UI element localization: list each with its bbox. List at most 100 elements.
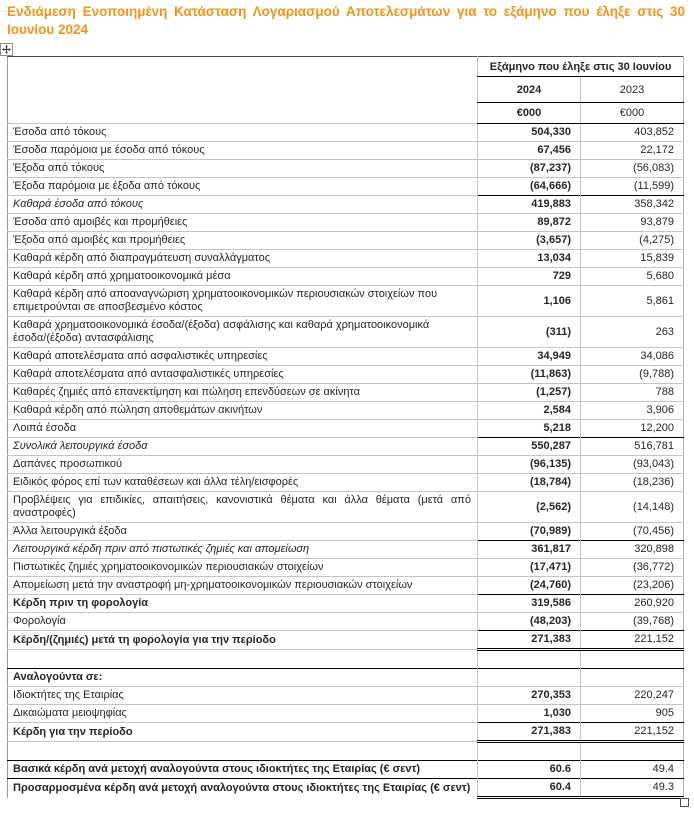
row-label [7,741,478,761]
value-2023: 320,898 [579,540,684,559]
table-row: Έξοδα από αμοιβές και προμήθειες (3,657)(… [7,231,684,250]
row-label: Προβλέψεις για επιδικίες, απαιτήσεις, κα… [7,491,478,523]
row-label: Πιστωτικές ζημιές χρηματοοικονομικών περ… [7,558,478,577]
spacer-row [7,741,684,761]
value-2023: (18,236) [579,473,684,492]
value-2024: (11,863) [477,365,581,384]
value-2024: 504,330 [477,123,581,142]
value-2024: 34,949 [477,347,581,366]
row-label: Αναλογούντα σε: [7,668,478,687]
move-icon [2,45,11,54]
table-move-handle[interactable] [0,43,13,56]
value-2023: (39,768) [579,612,684,631]
value-2024: 1,106 [477,285,581,317]
income-statement-table-container: Εξάμηνο που έληξε στις 30 Ιουνίου 2024 2… [0,43,689,807]
value-2024 [477,649,581,669]
table-row: Προβλέψεις για επιδικίες, απαιτήσεις, κα… [7,491,684,523]
table-row: Καθαρά έσοδα από τόκους 419,883 358,342 [7,195,684,214]
table-row: Άλλα λειτουργικά έξοδα (70,989) (70,456) [7,522,684,541]
value-2023 [579,668,684,687]
table-row: Κέρδη για την περίοδο 271,383 221,152 [7,722,684,743]
value-2024: (24,760) [477,576,581,595]
row-label: Έξοδα από αμοιβές και προμήθειες [7,231,478,250]
row-label: Καθαρά κέρδη από πώληση αποθεμάτων ακινή… [7,401,478,420]
value-2023: 49.3 [579,778,684,799]
value-2024 [477,668,581,687]
table-row: Λειτουργικά κέρδη πριν από πιστωτικές ζη… [7,540,684,559]
value-2023: (70,456) [579,522,684,541]
value-2023: 5,680 [579,267,684,286]
table-row: Έσοδα από αμοιβές και προμήθειες 89,872 93… [7,213,684,232]
table-row: Καθαρά κέρδη από πώληση αποθεμάτων ακινή… [7,401,684,420]
table-row: Κέρδη πριν τη φορολογία 319,586 260,920 [7,594,684,613]
table-row: Πιστωτικές ζημιές χρηματοοικονομικών περ… [7,558,684,577]
row-label: Ειδικός φόρος επί των καταθέσεων και άλλ… [7,473,478,492]
table-row: Έσοδα παρόμοια με έσοδα από τόκους 67,456… [7,141,684,160]
value-2024: 60.6 [477,760,581,779]
table-row: Έσοδα από τόκους 504,330 403,852 [7,123,684,142]
row-label: Ιδιοκτήτες της Εταιρίας [7,686,478,705]
value-2024: (70,989) [477,522,581,541]
unit-header-2024: €000 [477,102,581,124]
table-row: Έξοδα από τόκους (87,237) (56,083) [7,159,684,178]
table-row: Ιδιοκτήτες της Εταιρίας 270,353 220,247 [7,686,684,705]
value-2024: 319,586 [477,594,581,613]
table-row: Απομείωση μετά την αναστροφή μη-χρηματοο… [7,576,684,595]
row-label: Έσοδα παρόμοια με έσοδα από τόκους [7,141,478,160]
table-resize-handle-icon[interactable] [680,798,689,807]
row-label: Βασικά κέρδη ανά μετοχή αναλογούντα στου… [7,760,478,779]
table-row: Καθαρά αποτελέσματα από αντασφαλιστικές … [7,365,684,384]
header-blank-cell [8,57,478,124]
row-label: Δαπάνες προσωπικού [7,455,478,474]
value-2024: 2,584 [477,401,581,420]
value-2023: (14,148) [579,491,684,523]
income-statement-table: Εξάμηνο που έληξε στις 30 Ιουνίου 2024 2… [7,56,685,799]
row-label: Καθαρές ζημιές από επανεκτίμηση και πώλη… [7,383,478,402]
value-2024: 550,287 [477,437,581,456]
table-body: Έσοδα από τόκους 504,330 403,852 Έσοδα παρό… [7,123,684,799]
row-label: Απομείωση μετά την αναστροφή μη-χρηματοο… [7,576,478,595]
row-label: Συνολικά λειτουργικά έσοδα [7,437,478,456]
table-row: Φορολογία (48,203) (39,768) [7,612,684,631]
column-header-2024: 2024 [477,76,581,103]
value-2023: 22,172 [579,141,684,160]
row-label: Έσοδα από τόκους [7,123,478,142]
value-2023: 358,342 [579,195,684,214]
row-label: Άλλα λειτουργικά έξοδα [7,522,478,541]
value-2024: 67,456 [477,141,581,160]
row-label: Προσαρμοσμένα κέρδη ανά μετοχή αναλογούν… [7,778,478,798]
table-row: Προσαρμοσμένα κέρδη ανά μετοχή αναλογούν… [7,778,684,799]
row-label: Λοιπά έσοδα [7,419,478,438]
value-2024: 361,817 [477,540,581,559]
table-row: Δαπάνες προσωπικού (96,135) (93,043) [7,455,684,474]
row-label: Δικαιώματα μειοψηφίας [7,704,478,723]
value-2023: 93,879 [579,213,684,232]
value-2024: 13,034 [477,249,581,268]
value-2023: (4,275) [579,231,684,250]
value-2023: (11,599) [579,177,684,196]
row-label: Καθαρά χρηματοοικονομικά έσοδα/(έξοδα) α… [7,316,478,348]
value-2024: (311) [477,316,581,348]
page-title: Ενδιάμεση Ενοποιημένη Κατάσταση Λογαριασ… [7,4,685,37]
value-2023: 220,247 [579,686,684,705]
value-2024 [477,741,581,761]
spacer-row [7,649,684,669]
row-label: Λειτουργικά κέρδη πριν από πιστωτικές ζη… [7,540,478,559]
row-label: Φορολογία [7,612,478,631]
value-2024: 271,383 [477,630,581,651]
row-label: Έξοδα παρόμοια με έξοδα από τόκους [7,177,478,196]
row-label: Κέρδη για την περίοδο [7,722,478,742]
table-row: Καθαρές ζημιές από επανεκτίμηση και πώλη… [7,383,684,402]
row-label: Καθαρά κέρδη από χρηματοοικονομικά μέσα [7,267,478,286]
value-2024: (17,471) [477,558,581,577]
row-label [7,649,478,669]
value-2023: 221,152 [579,630,684,651]
table-row: Συνολικά λειτουργικά έσοδα 550,287 516,781 [7,437,684,456]
value-2024: 270,353 [477,686,581,705]
value-2024: (87,237) [477,159,581,178]
row-label: Καθαρά κέρδη από διαπραγμάτευση συναλλάγ… [7,249,478,268]
value-2024: (1,257) [477,383,581,402]
value-2024: 5,218 [477,419,581,438]
table-row: Καθαρά κέρδη από χρηματοοικονομικά μέσα 7… [7,267,684,286]
row-label: Καθαρά κέρδη από αποαναγνώριση χρηματοοι… [7,285,478,317]
